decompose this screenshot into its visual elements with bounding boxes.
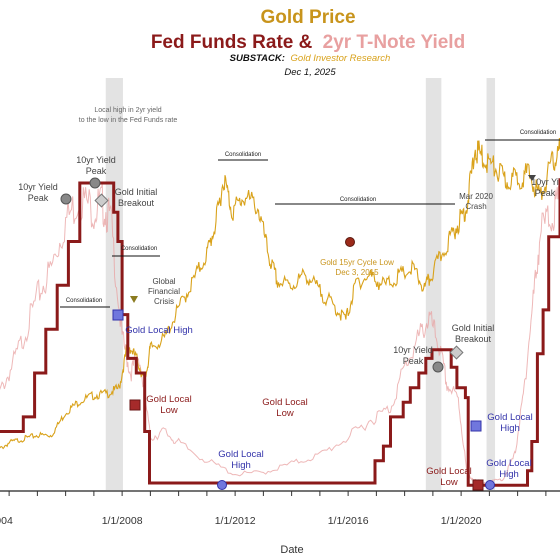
yield-peak-label: 10yr Yield Peak <box>393 345 433 366</box>
x-tick-label: 1/1/2016 <box>328 515 369 527</box>
title-rates: Fed Funds Rate & 2yr T-Note Yield <box>151 32 465 53</box>
gold-local-high-marker <box>112 309 124 321</box>
gold-local-high-marker <box>485 480 495 490</box>
cycle-low-label: Gold 15yr Cycle Low Dec 3, 2015 <box>320 258 394 277</box>
gfc-arrow <box>130 296 138 303</box>
x-tick-label: 1/1/2020 <box>441 515 482 527</box>
gold-local-low-label: Gold Local Low <box>146 394 191 416</box>
gold-local-high-label: Gold Local High <box>218 449 263 471</box>
cycle-low-marker <box>345 237 355 247</box>
gold-local-high-label: Gold Local High <box>486 458 531 480</box>
recession-bar <box>105 78 123 490</box>
local-high-note: Local high in 2yr yield to the low in the… <box>79 107 178 124</box>
substack-name: Gold Investor Research <box>291 53 391 64</box>
gold-local-low-label: Gold Local Low <box>262 397 307 419</box>
x-tick-label: 1/1/2012 <box>215 515 256 527</box>
peak-arrow <box>528 175 536 181</box>
recession-shading <box>105 78 496 490</box>
yield-peak-marker <box>60 193 72 205</box>
yield-peak-marker <box>432 361 444 373</box>
consolidation-label: Consolidation <box>121 246 157 252</box>
recession-bar <box>425 78 442 490</box>
title-fed: Fed Funds Rate & <box>151 32 313 53</box>
substack-line: SUBSTACK: Gold Investor Research <box>230 53 391 64</box>
breakout-label: Gold Initial Breakout <box>452 323 495 344</box>
series-layer <box>0 137 560 487</box>
yield-peak-label: 10yr Yield Peak <box>18 182 58 203</box>
gold-local-high-marker <box>470 420 482 432</box>
consolidation-label: Consolidation <box>225 152 261 158</box>
title-2yr: 2yr T-Note Yield <box>323 32 466 53</box>
gfc-label: Global Financial Crisis <box>148 277 180 306</box>
series-2yr-yield <box>0 182 560 486</box>
annotations: Consolidation Consolidation Consolidation C… <box>18 107 560 491</box>
breakout-marker <box>449 345 464 360</box>
yield-peak-label: 10yr Yield Peak <box>76 155 116 176</box>
consolidation-label: Consolidation <box>340 197 376 203</box>
breakout-marker <box>94 193 109 208</box>
substack-label: SUBSTACK: <box>230 53 285 64</box>
yield-peak-marker <box>89 177 101 189</box>
gold-local-low-marker <box>129 399 141 411</box>
gold-local-high-label: Gold Local High <box>125 325 193 336</box>
gold-local-high-marker <box>217 480 227 490</box>
gold-local-high-label: Gold Local High <box>487 412 532 434</box>
yield-peak-label: 10yr Yi Peak <box>531 177 559 198</box>
consolidation-label: Consolidation <box>520 130 556 136</box>
x-tick-label: 1/1/2008 <box>102 515 143 527</box>
title-gold: Gold Price <box>260 7 355 28</box>
mar2020-label: Mar 2020 Crash <box>459 192 493 211</box>
series-gold-price <box>0 137 560 450</box>
recession-bar <box>486 78 496 490</box>
x-tick-label: 2004 <box>0 515 13 527</box>
breakout-label: Gold Initial Breakout <box>115 187 158 208</box>
header-date: Dec 1, 2025 <box>284 67 336 78</box>
x-axis-label: Date <box>280 544 303 556</box>
series-fed-funds-rate <box>0 178 560 487</box>
x-axis: 2004 1/1/2008 1/1/2012 1/1/2016 1/1/2020 <box>0 490 560 527</box>
consolidation-label: Consolidation <box>66 298 102 304</box>
gold-local-low-marker <box>472 479 484 491</box>
gold-local-low-label: Gold Local Low <box>426 466 471 488</box>
